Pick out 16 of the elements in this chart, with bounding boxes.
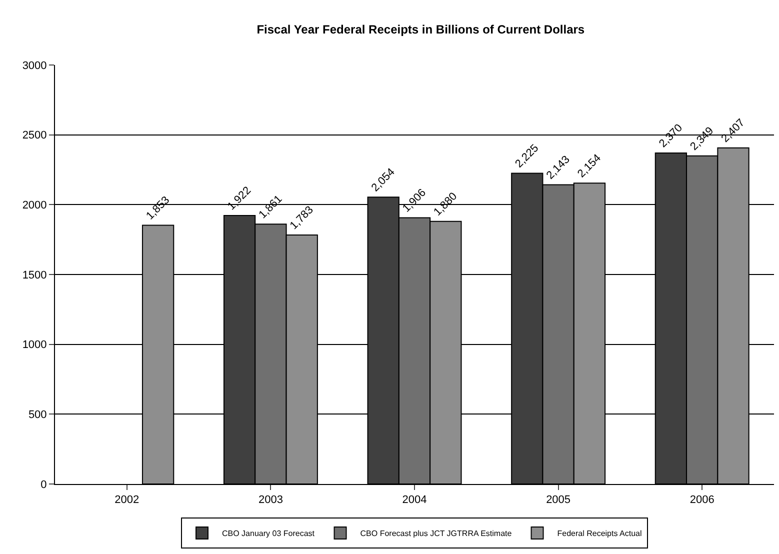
legend-label: CBO January 03 Forecast (222, 529, 316, 538)
x-tick-label: 2006 (690, 494, 714, 506)
y-tick-label: 1500 (22, 269, 47, 282)
y-tick-label: 2500 (22, 130, 47, 142)
y-tick-label: 2000 (22, 200, 47, 212)
y-tick-label: 500 (28, 409, 47, 422)
y-tick-label: 0 (40, 478, 47, 491)
x-tick-label: 2005 (546, 494, 571, 506)
chart-title: Fiscal Year Federal Receipts in Billions of Current Dollars (256, 22, 585, 36)
x-tick-label: 2004 (402, 494, 427, 506)
y-tick-label: 3000 (22, 60, 47, 72)
x-tick-label: 2003 (258, 494, 283, 506)
y-tick-label: 1000 (22, 339, 47, 352)
x-tick-label: 2002 (114, 494, 140, 506)
legend-label: CBO Forecast plus JCT JGTRRA Estimate (360, 529, 512, 538)
legend-label: Federal Receipts Actual (557, 529, 642, 538)
